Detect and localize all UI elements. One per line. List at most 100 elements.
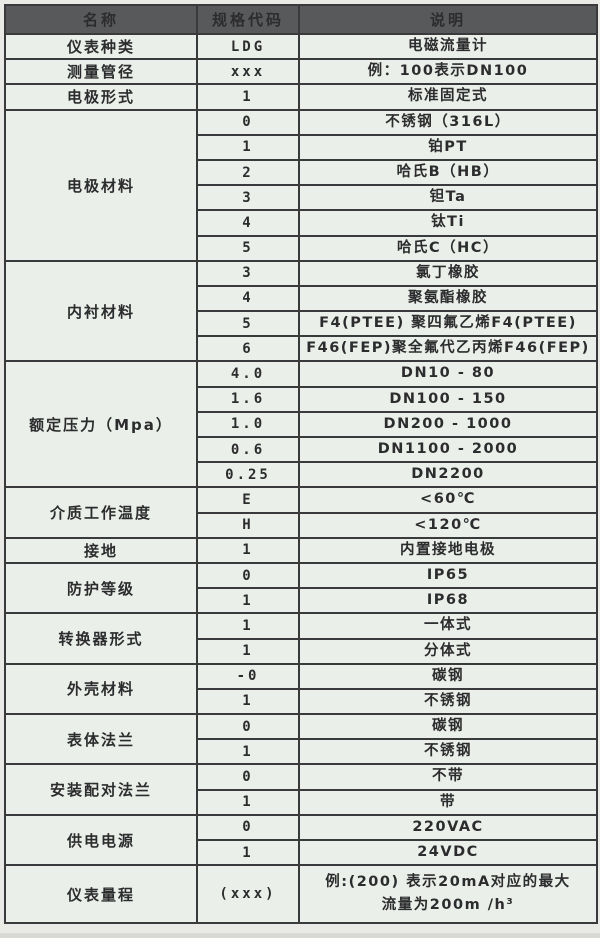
spec-desc-cell: 220VAC: [298, 813, 598, 842]
table-row: 供电电源 0 220VAC: [4, 813, 598, 867]
table-row: 1.0 DN200 - 1000: [5, 410, 598, 439]
spec-desc-cell: 不锈钢: [298, 738, 598, 766]
table-row: H <120℃: [5, 511, 598, 539]
spec-code-cell: 1.0: [196, 410, 300, 439]
spec-code-cell: 4: [196, 209, 300, 237]
spec-name-cell: 仪表种类: [4, 32, 198, 61]
table-row: 6 F46(FEP)聚全氟代乙丙烯F46(FEP): [5, 335, 598, 363]
spec-desc-cell: 标准固定式: [298, 83, 598, 111]
spec-desc-cell: 例：100表示DN100: [298, 58, 598, 86]
header-code: 规格代码: [196, 4, 300, 35]
table-row: 5 F4(PTEE) 聚四氟乙烯F4(PTEE): [5, 310, 598, 338]
spec-desc-cell: 哈氏B（HB）: [298, 158, 598, 187]
table-row: 转换器形式 1 一体式: [4, 612, 598, 665]
spec-desc-cell: DN200 - 1000: [298, 410, 598, 439]
spec-code-cell: E: [196, 486, 300, 514]
table-row: 0.6 DN1100 - 2000: [5, 435, 598, 464]
table-row: 2 哈氏B（HB）: [5, 158, 598, 187]
table-row: 仪表种类 LDG 电磁流量计: [4, 32, 598, 61]
spec-code-cell: 0: [196, 763, 300, 791]
table-row: 1 不锈钢: [5, 738, 598, 766]
table-row: 外壳材料 -0 碳钢: [4, 662, 598, 716]
spec-desc-cell: 24VDC: [298, 838, 598, 867]
spec-desc-cell: 铂PT: [298, 133, 598, 161]
table-row: 1 24VDC: [5, 838, 598, 867]
spec-code-cell: 1: [196, 687, 300, 716]
spec-name-cell: 电极材料: [4, 108, 198, 262]
spec-desc-cell: 例:(200) 表示20mA对应的最大 流量为200m /h³: [298, 864, 598, 925]
header-name: 名称: [4, 4, 198, 35]
table-row: 内衬材料 3 氯丁橡胶: [4, 259, 598, 363]
spec-desc-cell: IP65: [298, 561, 598, 590]
spec-code-cell: 1.6: [196, 385, 300, 413]
table-row: 表体法兰 0 碳钢: [4, 713, 598, 766]
spec-desc-cell: 碳钢: [298, 662, 598, 690]
spec-code-cell: 0.25: [196, 461, 300, 489]
spec-code-cell: 3: [196, 259, 300, 287]
spec-desc-cell: 不锈钢（316L）: [298, 108, 598, 136]
spec-desc-cell: DN1100 - 2000: [298, 435, 598, 464]
spec-name-cell: 内衬材料: [4, 259, 198, 363]
table-row: 安装配对法兰 0 不带: [4, 763, 598, 816]
spec-desc-cell: 电磁流量计: [298, 32, 598, 61]
table-row: 1 IP68: [5, 587, 598, 615]
spec-name-cell: 外壳材料: [4, 662, 198, 716]
spec-name-cell: 测量管径: [4, 58, 198, 86]
spec-code-cell: 1: [196, 536, 300, 564]
spec-code-cell: 6: [196, 335, 300, 363]
table-row: 0.25 DN2200: [5, 461, 598, 489]
spec-desc-cell: DN2200: [298, 461, 598, 489]
spec-code-cell: 0: [196, 108, 300, 136]
spec-code-cell: 0: [196, 813, 300, 842]
table-row: 电极形式 1 标准固定式: [4, 83, 598, 111]
table-row: 5 哈氏C（HC）: [5, 234, 598, 262]
spec-name-cell: 接地: [4, 536, 198, 564]
table-row: 1.6 DN100 - 150: [5, 385, 598, 413]
spec-code-cell: 1: [196, 587, 300, 615]
spec-code-cell: 1: [196, 788, 300, 816]
table-row: 1 分体式: [5, 637, 598, 665]
spec-code-cell: 1: [196, 738, 300, 766]
spec-code-cell: 1: [196, 83, 300, 111]
spec-desc-cell: DN100 - 150: [298, 385, 598, 413]
spec-name-cell: 仪表量程: [4, 864, 198, 925]
spec-code-cell: 0.6: [196, 435, 300, 464]
spec-desc-cell: 聚氨酯橡胶: [298, 284, 598, 313]
spec-desc-cell: 氯丁橡胶: [298, 259, 598, 287]
spec-code-cell: H: [196, 511, 300, 539]
spec-code-cell: 2: [196, 158, 300, 187]
table-row: 1 铂PT: [5, 133, 598, 161]
spec-code-cell: 4.0: [196, 360, 300, 388]
flowmeter-spec-table: 名称 规格代码 说明 仪表种类 LDG 电磁流量计 测量管径 xxx 例：100表示DN1…: [4, 4, 598, 925]
spec-desc-cell: 一体式: [298, 612, 598, 640]
spec-desc-cell: DN10 - 80: [298, 360, 598, 388]
spec-code-cell: xxx: [196, 58, 300, 86]
spec-desc-cell: 碳钢: [298, 713, 598, 741]
table-row: 额定压力（Mpa） 4.0 DN10 - 80: [4, 360, 598, 489]
spec-name-cell: 供电电源: [4, 813, 198, 867]
spec-desc-cell: 钽Ta: [298, 184, 598, 212]
table-row: 防护等级 0 IP65: [4, 561, 598, 615]
header-desc: 说明: [298, 4, 598, 35]
spec-name-cell: 额定压力（Mpa）: [4, 360, 198, 489]
table-row: 4 钛Ti: [5, 209, 598, 237]
spec-name-cell: 防护等级: [4, 561, 198, 615]
spec-desc-cell: 不带: [298, 763, 598, 791]
spec-desc-cell: IP68: [298, 587, 598, 615]
spec-name-cell: 介质工作温度: [4, 486, 198, 539]
spec-desc-cell: F4(PTEE) 聚四氟乙烯F4(PTEE): [298, 310, 598, 338]
spec-code-cell: (xxx): [196, 864, 300, 925]
table-row: 接地 1 内置接地电极: [4, 536, 598, 564]
spec-desc-cell: 哈氏C（HC）: [298, 234, 598, 262]
table-row: 仪表量程 (xxx) 例:(200) 表示20mA对应的最大 流量为200m /h³: [4, 864, 598, 925]
spec-name-cell: 电极形式: [4, 83, 198, 111]
spec-code-cell: 5: [196, 310, 300, 338]
spec-desc-cell: <60℃: [298, 486, 598, 514]
spec-desc-cell: 钛Ti: [298, 209, 598, 237]
spec-code-cell: 0: [196, 561, 300, 590]
spec-name-cell: 安装配对法兰: [4, 763, 198, 816]
spec-desc-cell: 分体式: [298, 637, 598, 665]
spec-code-cell: -0: [196, 662, 300, 690]
